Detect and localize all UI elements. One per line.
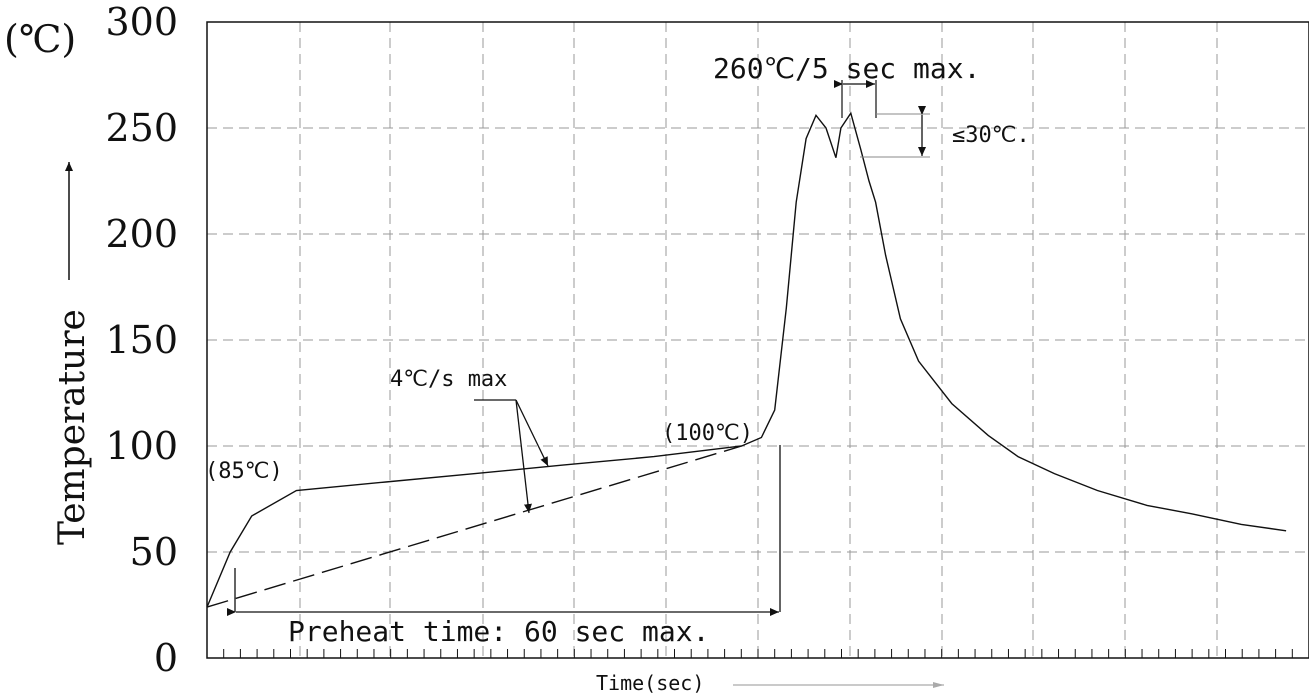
- y-tick-label: 0: [154, 636, 178, 680]
- ramp-annotation: 4℃/s max: [390, 367, 549, 514]
- y-tick-label: 150: [105, 318, 178, 362]
- y-tick-labels: 0 50 100 150 200 250 300: [105, 0, 178, 680]
- y-tick-label: 200: [105, 212, 178, 256]
- grid-lines: [207, 22, 1309, 658]
- preheat-label: Preheat time: 60 sec max.: [288, 615, 709, 648]
- ramp-leader-dashed: [515, 399, 532, 514]
- dip-label: ≤30℃.: [952, 123, 1030, 148]
- y-axis-title: Temperature: [52, 309, 93, 545]
- preheat-annotation: Preheat time: 60 sec max.: [227, 445, 781, 648]
- point-85-label: (85℃): [205, 459, 283, 484]
- peak-label: 260℃/5 sec max.: [713, 52, 980, 85]
- y-tick-label: 300: [105, 0, 178, 44]
- series-line-dashed: [206, 445, 742, 608]
- x-tick-marks: [223, 649, 1293, 658]
- y-axis-title-group: Temperature: [52, 162, 93, 545]
- dip-annotation: ≤30℃.: [860, 106, 1030, 158]
- y-tick-label: 50: [130, 530, 178, 574]
- peak-annotation: 260℃/5 sec max.: [713, 52, 980, 118]
- y-tick-label: 250: [105, 106, 178, 150]
- ramp-label: 4℃/s max: [390, 367, 507, 392]
- series-group: [206, 111, 1287, 608]
- y-tick-label: 100: [105, 424, 178, 468]
- x-axis-title: Time(sec): [596, 671, 704, 695]
- ramp-leader-solid: [515, 399, 549, 467]
- point-100-label: (100℃): [662, 421, 753, 446]
- y-unit-label: (℃): [4, 17, 76, 61]
- x-axis-title-group: Time(sec): [596, 671, 944, 695]
- series-line-solid: [206, 111, 1287, 608]
